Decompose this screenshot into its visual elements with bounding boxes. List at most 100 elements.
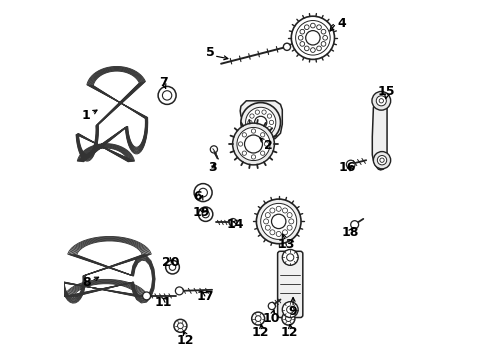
Circle shape	[282, 312, 294, 325]
Circle shape	[237, 127, 269, 161]
Circle shape	[286, 254, 293, 261]
Text: 1: 1	[81, 109, 90, 122]
Circle shape	[377, 156, 386, 165]
Circle shape	[238, 142, 242, 146]
Polygon shape	[61, 237, 155, 303]
Circle shape	[298, 36, 303, 40]
Circle shape	[228, 219, 237, 226]
Circle shape	[264, 225, 270, 230]
Text: 12: 12	[280, 327, 298, 339]
Circle shape	[142, 292, 150, 300]
Circle shape	[379, 158, 384, 162]
Circle shape	[304, 25, 308, 30]
Text: 14: 14	[226, 219, 244, 231]
Circle shape	[255, 316, 261, 321]
Circle shape	[350, 221, 358, 229]
Circle shape	[305, 31, 320, 45]
Text: 2: 2	[263, 139, 272, 152]
Circle shape	[322, 36, 327, 40]
Circle shape	[199, 188, 207, 197]
Circle shape	[263, 219, 268, 224]
Circle shape	[241, 103, 280, 142]
FancyBboxPatch shape	[277, 251, 302, 318]
Text: 10: 10	[262, 312, 280, 325]
Circle shape	[165, 260, 179, 274]
Circle shape	[262, 131, 265, 135]
Circle shape	[249, 114, 254, 118]
Circle shape	[282, 230, 287, 235]
Circle shape	[210, 146, 217, 153]
Circle shape	[255, 131, 259, 135]
Circle shape	[264, 212, 270, 217]
Circle shape	[174, 319, 186, 332]
Circle shape	[169, 264, 175, 270]
Circle shape	[276, 206, 281, 211]
Circle shape	[251, 155, 255, 159]
Text: 15: 15	[377, 85, 395, 98]
Circle shape	[260, 151, 264, 155]
Circle shape	[244, 135, 262, 153]
Text: 16: 16	[338, 161, 355, 174]
Circle shape	[202, 211, 209, 218]
Text: 6: 6	[193, 190, 202, 203]
Circle shape	[286, 212, 291, 217]
Circle shape	[299, 30, 304, 34]
Text: 18: 18	[341, 226, 359, 239]
Circle shape	[286, 225, 291, 230]
Circle shape	[242, 151, 246, 155]
Circle shape	[271, 214, 285, 229]
Circle shape	[249, 127, 254, 131]
Circle shape	[346, 160, 354, 169]
Circle shape	[262, 110, 265, 114]
Circle shape	[269, 230, 274, 235]
Circle shape	[373, 152, 390, 169]
Circle shape	[286, 306, 293, 313]
Circle shape	[247, 120, 251, 125]
Circle shape	[260, 133, 264, 137]
Circle shape	[378, 99, 383, 103]
Circle shape	[245, 107, 275, 138]
Circle shape	[251, 129, 255, 133]
Circle shape	[177, 323, 183, 329]
Circle shape	[269, 208, 274, 213]
Circle shape	[283, 43, 290, 50]
Polygon shape	[371, 98, 386, 170]
Polygon shape	[76, 67, 147, 161]
Circle shape	[282, 302, 298, 318]
Circle shape	[232, 123, 274, 165]
Circle shape	[267, 114, 271, 118]
Circle shape	[288, 219, 293, 224]
Text: 17: 17	[196, 291, 213, 303]
Circle shape	[198, 207, 212, 221]
Circle shape	[291, 16, 334, 59]
Circle shape	[295, 21, 329, 55]
Circle shape	[254, 116, 266, 129]
Circle shape	[264, 142, 268, 146]
Circle shape	[162, 91, 171, 100]
Circle shape	[175, 287, 183, 295]
Circle shape	[269, 120, 273, 125]
Text: 13: 13	[277, 238, 294, 251]
Circle shape	[267, 127, 271, 131]
Circle shape	[316, 46, 321, 51]
Circle shape	[158, 86, 176, 104]
Text: 9: 9	[288, 305, 297, 318]
Text: 20: 20	[162, 256, 179, 269]
Circle shape	[299, 42, 304, 46]
Text: 7: 7	[159, 76, 167, 89]
Circle shape	[310, 23, 315, 28]
Polygon shape	[239, 101, 282, 148]
Circle shape	[310, 48, 315, 52]
Circle shape	[268, 302, 275, 310]
Circle shape	[371, 91, 390, 110]
Circle shape	[321, 30, 325, 34]
Circle shape	[304, 46, 308, 51]
Text: 3: 3	[207, 161, 216, 174]
Circle shape	[375, 96, 386, 106]
Circle shape	[316, 25, 321, 30]
Circle shape	[282, 208, 287, 213]
Circle shape	[285, 316, 291, 321]
Circle shape	[260, 203, 296, 239]
Circle shape	[282, 249, 298, 265]
Circle shape	[256, 199, 301, 244]
